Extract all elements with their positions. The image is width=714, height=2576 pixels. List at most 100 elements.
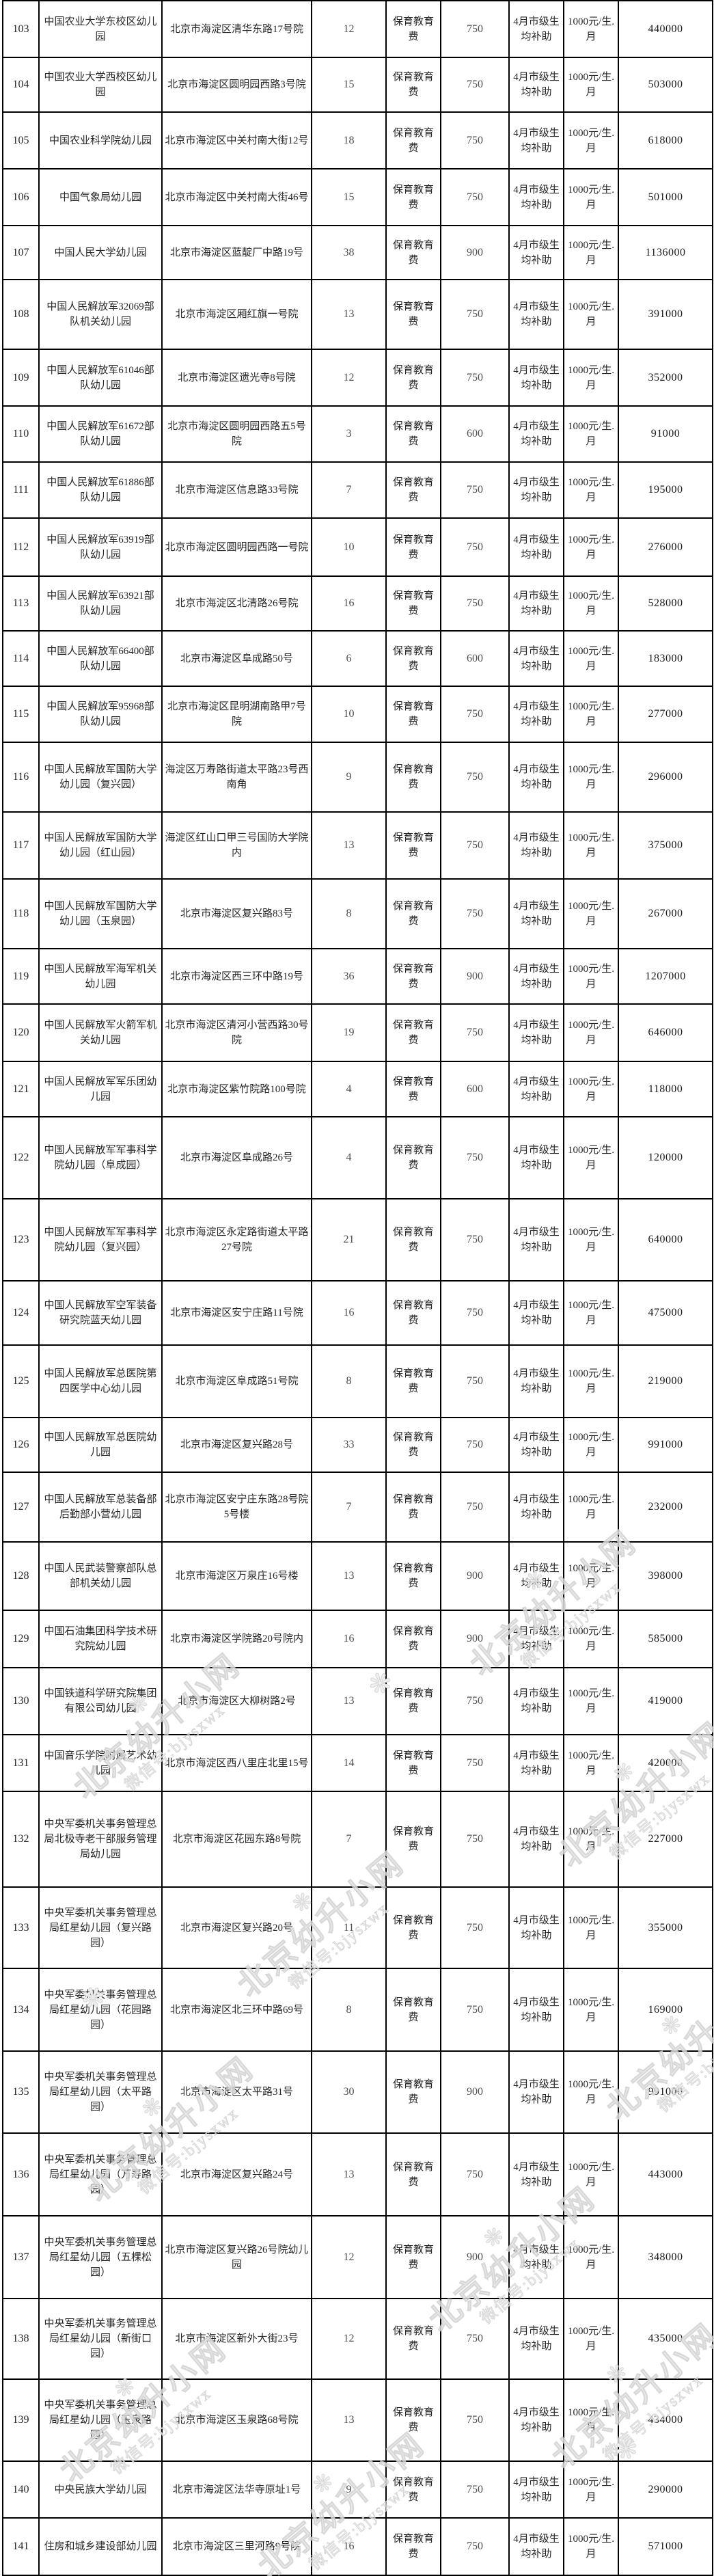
cell-subsidy-name: 4月市级生均补助 <box>508 1198 564 1282</box>
cell-fee-type: 保育教育费 <box>385 2378 441 2462</box>
cell-kindergarten-name: 中国人民解放军空军装备研究院蓝天幼儿园 <box>38 1280 163 1346</box>
table-row: 141 住房和城乡建设部幼儿园 北京市海淀区三里河路9号院 16 保育教育费 750 4月市… <box>2 2517 713 2576</box>
cell-row-number: 116 <box>2 742 40 813</box>
cell-row-number: 127 <box>2 1472 40 1543</box>
cell-subsidy-rate: 1000元/生.月 <box>563 1198 619 1282</box>
cell-subsidy-rate: 1000元/生.月 <box>563 1280 619 1346</box>
cell-class-count: 12 <box>311 349 387 407</box>
cell-kindergarten-name: 中国人民解放军63921部队幼儿园 <box>38 575 163 632</box>
cell-fee-type: 保育教育费 <box>385 1541 441 1611</box>
cell-subsidy-name: 4月市级生均补助 <box>508 1280 564 1346</box>
cell-class-count: 8 <box>311 1968 387 2052</box>
cell-subsidy-amount: 991000 <box>618 1417 713 1473</box>
cell-fee-type: 保育教育费 <box>385 686 441 743</box>
cell-subsidy-rate: 1000元/生.月 <box>563 461 619 519</box>
cell-kindergarten-name: 中国气象局幼儿园 <box>38 168 163 226</box>
cell-address: 北京市海淀区阜成路26号 <box>161 1116 312 1199</box>
cell-kindergarten-name: 中央军委机关事务管理总局红星幼儿园（新街口园） <box>38 2298 163 2380</box>
cell-fee-type: 保育教育费 <box>385 1280 441 1346</box>
cell-subsidy-name: 4月市级生均补助 <box>508 1003 564 1062</box>
cell-kindergarten-name: 中央军委机关事务管理总局红星幼儿园（万寿路园） <box>38 2132 163 2216</box>
cell-fee-standard: 900 <box>440 225 510 280</box>
cell-subsidy-rate: 1000元/生.月 <box>563 2215 619 2299</box>
cell-subsidy-amount: 503000 <box>618 57 713 113</box>
cell-kindergarten-name: 中国人民解放军国防大学幼儿园（复兴园） <box>38 742 163 813</box>
cell-fee-standard: 750 <box>440 1003 510 1062</box>
table-row: 120 中国人民解放军火箭军机关幼儿园 北京市海淀区清河小营西路30号院 19 保育教育… <box>2 1003 713 1062</box>
cell-row-number: 108 <box>2 279 40 350</box>
cell-subsidy-name: 4月市级生均补助 <box>508 225 564 280</box>
cell-subsidy-rate: 1000元/生.月 <box>563 1472 619 1543</box>
cell-fee-standard: 900 <box>440 2215 510 2299</box>
cell-fee-standard: 750 <box>440 349 510 407</box>
table-row: 105 中国农业科学院幼儿园 北京市海淀区中关村南大街12号 18 保育教育费 750 4月… <box>2 111 713 170</box>
cell-subsidy-amount: 419000 <box>618 1667 713 1735</box>
cell-kindergarten-name: 中央军委机关事务管理总局红星幼儿园（太平路园） <box>38 2050 163 2134</box>
cell-subsidy-rate: 1000元/生.月 <box>563 1003 619 1062</box>
cell-address: 北京市海淀区信息路33号院 <box>161 461 312 519</box>
cell-kindergarten-name: 中央军委机关事务管理总局红星幼儿园（复兴路园） <box>38 1886 163 1969</box>
cell-kindergarten-name: 中国人民解放军海军机关幼儿园 <box>38 948 163 1005</box>
cell-row-number: 134 <box>2 1968 40 2052</box>
cell-class-count: 16 <box>311 2517 387 2576</box>
cell-fee-type: 保育教育费 <box>385 1003 441 1062</box>
cell-kindergarten-name: 住房和城乡建设部幼儿园 <box>38 2517 163 2576</box>
cell-subsidy-rate: 1000元/生.月 <box>563 2460 619 2519</box>
cell-row-number: 117 <box>2 811 40 880</box>
cell-subsidy-name: 4月市级生均补助 <box>508 279 564 350</box>
cell-kindergarten-name: 中国人民解放军国防大学幼儿园（红山园） <box>38 811 163 880</box>
table-row: 103 中国农业大学东校区幼儿园 北京市海淀区清华东路17号院 12 保育教育费 750 4… <box>2 0 713 58</box>
cell-fee-type: 保育教育费 <box>385 2215 441 2299</box>
cell-fee-type: 保育教育费 <box>385 1417 441 1473</box>
cell-kindergarten-name: 中国人民解放军61886部队幼儿园 <box>38 461 163 519</box>
cell-fee-standard: 900 <box>440 1541 510 1611</box>
cell-fee-type: 保育教育费 <box>385 111 441 170</box>
table-row: 106 中国气象局幼儿园 北京市海淀区中关村南大街46号 15 保育教育费 750 4月市级… <box>2 168 713 226</box>
cell-subsidy-rate: 1000元/生.月 <box>563 811 619 880</box>
table-row: 125 中国人民解放军总医院第四医学中心幼儿园 北京市海淀区阜成路51号院 8 保育教育… <box>2 1344 713 1418</box>
cell-address: 北京市海淀区圆明园西路一号院 <box>161 517 312 577</box>
cell-subsidy-name: 4月市级生均补助 <box>508 630 564 687</box>
cell-subsidy-name: 4月市级生均补助 <box>508 1886 564 1969</box>
cell-class-count: 13 <box>311 279 387 350</box>
cell-address: 北京市海淀区永定路街道太平路27号院 <box>161 1198 312 1282</box>
cell-fee-standard: 750 <box>440 111 510 170</box>
cell-subsidy-rate: 1000元/生.月 <box>563 0 619 58</box>
cell-fee-standard: 750 <box>440 2378 510 2462</box>
table-row: 112 中国人民解放军63919部队幼儿园 北京市海淀区圆明园西路一号院 10 保育教育… <box>2 517 713 577</box>
cell-subsidy-rate: 1000元/生.月 <box>563 2298 619 2380</box>
cell-address: 北京市海淀区安宁庄路11号院 <box>161 1280 312 1346</box>
cell-subsidy-name: 4月市级生均补助 <box>508 517 564 577</box>
cell-row-number: 138 <box>2 2298 40 2380</box>
cell-subsidy-amount: 169000 <box>618 1968 713 2052</box>
cell-subsidy-rate: 1000元/生.月 <box>563 517 619 577</box>
cell-class-count: 4 <box>311 1061 387 1117</box>
cell-subsidy-rate: 1000元/生.月 <box>563 279 619 350</box>
cell-subsidy-name: 4月市级生均补助 <box>508 948 564 1005</box>
table-row: 108 中国人民解放军32069部队机关幼儿园 北京市海淀区厢红旗一号院 13 保育教育… <box>2 279 713 350</box>
cell-subsidy-name: 4月市级生均补助 <box>508 1968 564 2052</box>
cell-address: 北京市海淀区复兴路28号 <box>161 1417 312 1473</box>
cell-class-count: 11 <box>311 1886 387 1969</box>
table-row: 128 中国人民武装警察部队总部机关幼儿园 北京市海淀区万泉庄16号楼 13 保育教育费… <box>2 1541 713 1611</box>
cell-subsidy-rate: 1000元/生.月 <box>563 349 619 407</box>
table-row: 132 中央军委机关事务管理总局北极寺老干部服务管理局幼儿园 北京市海淀区花园东路8… <box>2 1791 713 1888</box>
cell-subsidy-amount: 501000 <box>618 168 713 226</box>
cell-row-number: 111 <box>2 461 40 519</box>
cell-subsidy-amount: 991000 <box>618 2050 713 2134</box>
cell-row-number: 107 <box>2 225 40 280</box>
cell-address: 北京市海淀区厢红旗一号院 <box>161 279 312 350</box>
cell-kindergarten-name: 中国人民解放军总装备部后勤部小营幼儿园 <box>38 1472 163 1543</box>
cell-subsidy-rate: 1000元/生.月 <box>563 686 619 743</box>
cell-fee-type: 保育教育费 <box>385 349 441 407</box>
table-row: 131 中国音乐学院附属艺术幼儿园 北京市海淀区西八里庄北里15号 14 保育教育费 75… <box>2 1734 713 1792</box>
cell-kindergarten-name: 中国人民解放军61046部队幼儿园 <box>38 349 163 407</box>
cell-row-number: 121 <box>2 1061 40 1117</box>
cell-class-count: 30 <box>311 2050 387 2134</box>
cell-fee-standard: 750 <box>440 279 510 350</box>
cell-class-count: 13 <box>311 811 387 880</box>
cell-fee-type: 保育教育费 <box>385 2050 441 2134</box>
cell-class-count: 18 <box>311 111 387 170</box>
cell-kindergarten-name: 中央军委机关事务管理总局北极寺老干部服务管理局幼儿园 <box>38 1791 163 1888</box>
cell-subsidy-name: 4月市级生均补助 <box>508 461 564 519</box>
